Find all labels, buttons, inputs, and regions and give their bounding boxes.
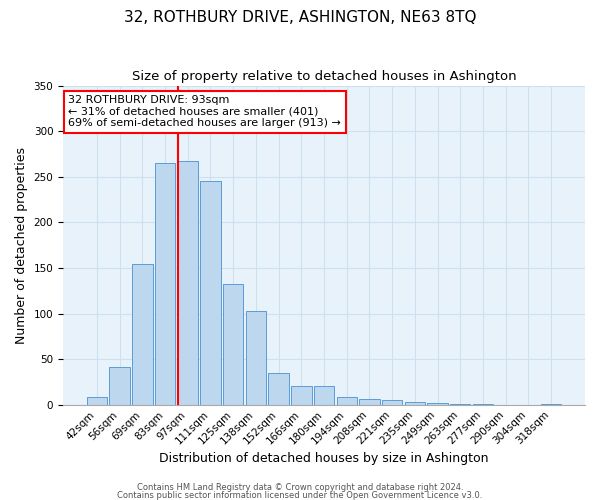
- Bar: [268, 373, 289, 404]
- Title: Size of property relative to detached houses in Ashington: Size of property relative to detached ho…: [132, 70, 517, 83]
- Text: Contains HM Land Registry data © Crown copyright and database right 2024.: Contains HM Land Registry data © Crown c…: [137, 484, 463, 492]
- X-axis label: Distribution of detached houses by size in Ashington: Distribution of detached houses by size …: [159, 452, 489, 465]
- Bar: [314, 386, 334, 404]
- Bar: [223, 284, 244, 405]
- Bar: [245, 311, 266, 404]
- Bar: [404, 402, 425, 404]
- Text: Contains public sector information licensed under the Open Government Licence v3: Contains public sector information licen…: [118, 490, 482, 500]
- Bar: [178, 161, 198, 404]
- Bar: [87, 396, 107, 404]
- Bar: [427, 403, 448, 404]
- Bar: [382, 400, 403, 404]
- Text: 32 ROTHBURY DRIVE: 93sqm
← 31% of detached houses are smaller (401)
69% of semi-: 32 ROTHBURY DRIVE: 93sqm ← 31% of detach…: [68, 95, 341, 128]
- Bar: [132, 264, 152, 404]
- Bar: [291, 386, 311, 404]
- Bar: [337, 398, 357, 404]
- Y-axis label: Number of detached properties: Number of detached properties: [15, 146, 28, 344]
- Bar: [359, 400, 380, 404]
- Bar: [200, 182, 221, 404]
- Bar: [109, 368, 130, 405]
- Bar: [155, 163, 175, 404]
- Text: 32, ROTHBURY DRIVE, ASHINGTON, NE63 8TQ: 32, ROTHBURY DRIVE, ASHINGTON, NE63 8TQ: [124, 10, 476, 25]
